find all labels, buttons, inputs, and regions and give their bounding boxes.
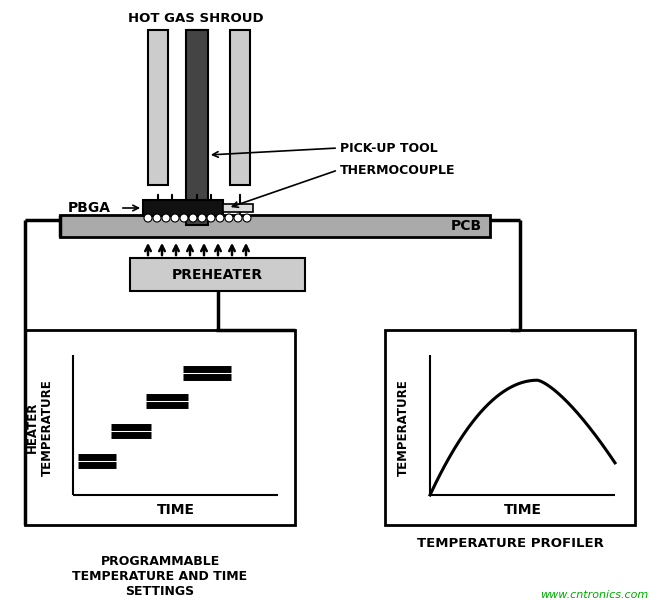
Circle shape [216, 214, 224, 222]
Bar [130, 258, 305, 291]
Text: www.cntronics.com: www.cntronics.com [539, 590, 648, 600]
Text: TIME: TIME [503, 503, 541, 517]
Text: THERMOCOUPLE: THERMOCOUPLE [340, 163, 456, 177]
Circle shape [198, 214, 206, 222]
Bar [25, 330, 295, 525]
Text: PBGA: PBGA [68, 201, 111, 215]
Circle shape [189, 214, 197, 222]
Text: TIME: TIME [156, 503, 195, 517]
Circle shape [171, 214, 179, 222]
Circle shape [234, 214, 242, 222]
Circle shape [207, 214, 215, 222]
Bar [230, 30, 250, 185]
Circle shape [180, 214, 188, 222]
Circle shape [243, 214, 251, 222]
Bar [148, 30, 168, 185]
Bar [188, 30, 206, 220]
Circle shape [144, 214, 152, 222]
Text: TEMPERATURE: TEMPERATURE [397, 379, 409, 476]
Bar [385, 330, 635, 525]
Text: HOT GAS SHROUD: HOT GAS SHROUD [128, 12, 264, 25]
Circle shape [225, 214, 233, 222]
Circle shape [162, 214, 170, 222]
Text: PREHEATER: PREHEATER [172, 267, 263, 282]
Bar [143, 200, 223, 216]
Bar [60, 215, 490, 237]
Bar [223, 204, 253, 212]
Text: PICK-UP TOOL: PICK-UP TOOL [340, 142, 437, 155]
Text: PROGRAMMABLE
TEMPERATURE AND TIME
SETTINGS: PROGRAMMABLE TEMPERATURE AND TIME SETTIN… [72, 555, 248, 598]
Text: TEMPERATURE PROFILER: TEMPERATURE PROFILER [417, 537, 603, 550]
Bar [186, 30, 208, 225]
Text: HEATER
TEMPERATURE: HEATER TEMPERATURE [26, 379, 54, 476]
Text: PCB: PCB [451, 219, 482, 233]
Circle shape [153, 214, 161, 222]
